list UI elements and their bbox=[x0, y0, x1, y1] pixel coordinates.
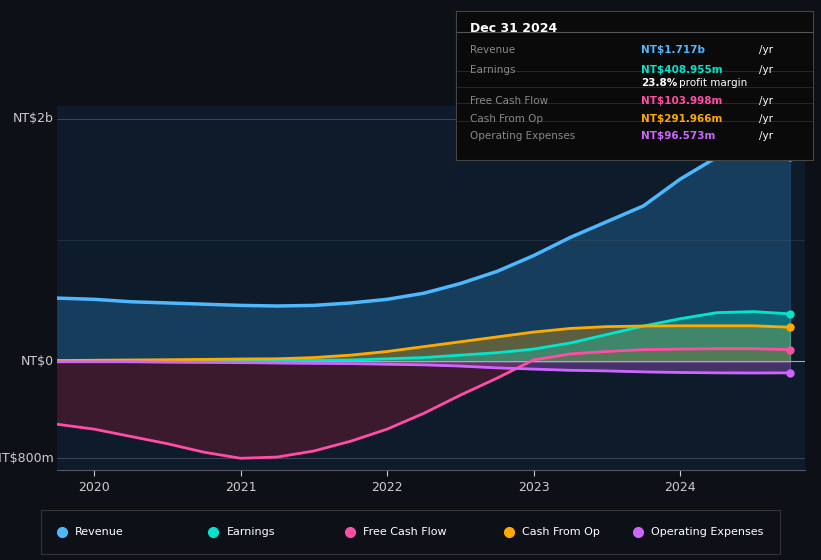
Text: NT$1.717b: NT$1.717b bbox=[641, 45, 705, 55]
Text: Free Cash Flow: Free Cash Flow bbox=[363, 527, 447, 537]
Text: 23.8%: 23.8% bbox=[641, 78, 677, 88]
Text: -NT$800m: -NT$800m bbox=[0, 452, 53, 465]
Text: NT$2b: NT$2b bbox=[13, 112, 53, 125]
Text: Earnings: Earnings bbox=[227, 527, 275, 537]
Text: NT$0: NT$0 bbox=[21, 354, 53, 368]
Text: Free Cash Flow: Free Cash Flow bbox=[470, 96, 548, 106]
Text: /yr: /yr bbox=[759, 45, 773, 55]
Text: NT$408.955m: NT$408.955m bbox=[641, 64, 723, 74]
Text: Revenue: Revenue bbox=[75, 527, 124, 537]
Text: NT$96.573m: NT$96.573m bbox=[641, 132, 716, 142]
Text: Cash From Op: Cash From Op bbox=[470, 114, 543, 124]
Text: Dec 31 2024: Dec 31 2024 bbox=[470, 22, 557, 35]
Text: Operating Expenses: Operating Expenses bbox=[651, 527, 764, 537]
Text: /yr: /yr bbox=[759, 96, 773, 106]
Text: profit margin: profit margin bbox=[679, 78, 747, 88]
Text: /yr: /yr bbox=[759, 114, 773, 124]
Text: Revenue: Revenue bbox=[470, 45, 515, 55]
Text: NT$103.998m: NT$103.998m bbox=[641, 96, 722, 106]
Text: /yr: /yr bbox=[759, 132, 773, 142]
Text: Earnings: Earnings bbox=[470, 64, 516, 74]
Text: NT$291.966m: NT$291.966m bbox=[641, 114, 722, 124]
Text: /yr: /yr bbox=[759, 64, 773, 74]
Text: Operating Expenses: Operating Expenses bbox=[470, 132, 576, 142]
Text: Cash From Op: Cash From Op bbox=[522, 527, 600, 537]
